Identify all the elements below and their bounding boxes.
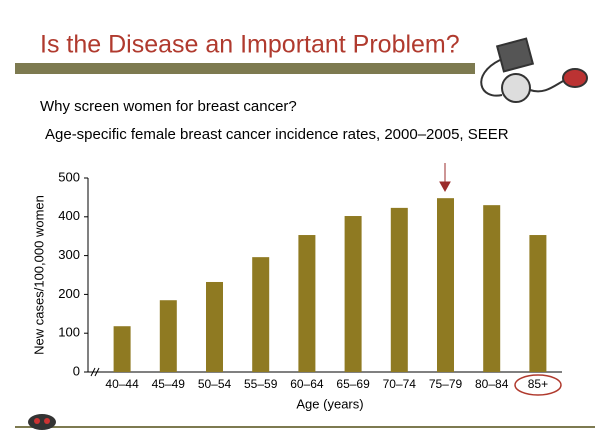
slide: Is the Disease an Important Problem? Why…: [0, 0, 595, 435]
y-tick-label: 0: [73, 363, 80, 378]
chart-title: Age-specific female breast cancer incide…: [45, 126, 509, 143]
x-tick-label: 75–79: [429, 377, 463, 391]
y-axis-label: New cases/100,000 women: [31, 195, 46, 355]
x-tick-label: 45–49: [152, 377, 186, 391]
y-tick-label: 400: [58, 208, 80, 223]
bar: [160, 300, 177, 372]
bar: [114, 326, 131, 372]
x-tick-label: 80–84: [475, 377, 509, 391]
x-tick-label: 55–59: [244, 377, 278, 391]
title-band: [15, 63, 475, 74]
x-tick-label: 85+: [528, 377, 548, 391]
x-tick-label: 65–69: [336, 377, 370, 391]
bar: [483, 205, 500, 372]
x-tick-label: 70–74: [383, 377, 417, 391]
x-tick-label: 50–54: [198, 377, 232, 391]
y-tick-label: 500: [58, 169, 80, 184]
y-tick-label: 100: [58, 325, 80, 340]
bar: [437, 198, 454, 372]
bar: [298, 235, 315, 372]
bar: [252, 257, 269, 372]
slide-title: Is the Disease an Important Problem?: [40, 31, 460, 59]
footer-icon: [28, 414, 56, 430]
bar: [206, 282, 223, 372]
bar: [529, 235, 546, 372]
x-axis-label: Age (years): [296, 396, 363, 411]
x-tick-label: 60–64: [290, 377, 324, 391]
y-tick-label: 300: [58, 247, 80, 262]
bar: [391, 208, 408, 372]
slide-subtitle: Why screen women for breast cancer?: [40, 98, 297, 115]
bar: [345, 216, 362, 372]
x-tick-label: 40–44: [105, 377, 139, 391]
y-tick-label: 200: [58, 286, 80, 301]
